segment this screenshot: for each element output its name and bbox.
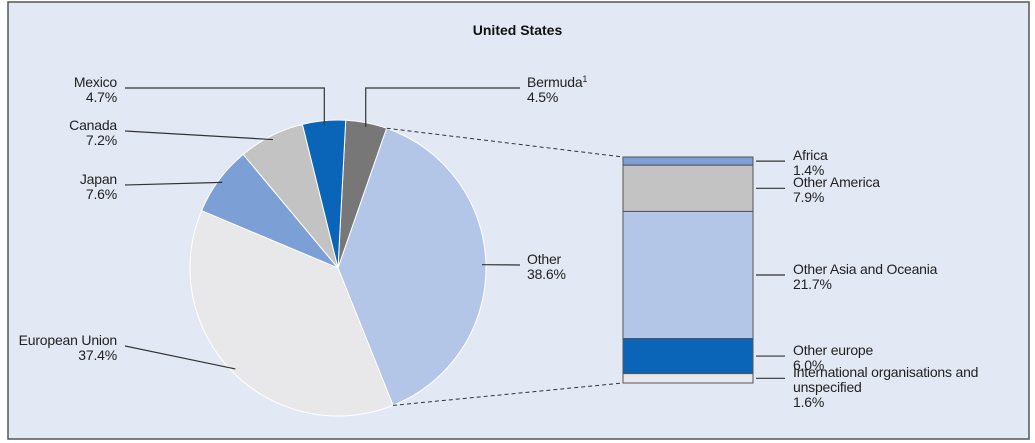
footnote-mark: 1: [582, 74, 588, 84]
data-label: Canada 7.2%: [69, 118, 117, 148]
value-label: 4.5%: [527, 89, 559, 105]
connector: [393, 382, 624, 406]
connector: [386, 127, 624, 158]
category-label: Other europe: [793, 342, 874, 359]
category-label: Canada: [69, 117, 117, 133]
data-label: European Union 37.4%: [18, 332, 118, 363]
data-label: Other 38.6%: [527, 252, 566, 282]
data-label: Other europe 6.0%: [793, 343, 998, 373]
category-label: Africa: [793, 147, 828, 164]
value-label: 4.7%: [85, 89, 117, 105]
value-label: 37.4%: [78, 347, 117, 363]
value-label: 7.6%: [85, 186, 117, 202]
data-label: Japan 7.6%: [80, 172, 117, 202]
category-label: Bermuda: [527, 74, 583, 90]
category-label: Japan: [79, 171, 117, 187]
pie-slice: [189, 209, 394, 417]
data-label: International organisations and unspecif…: [793, 365, 998, 410]
value-label: 7.9%: [793, 189, 825, 206]
chart-frame: [7, 1, 1030, 440]
bar-segment: [622, 373, 754, 384]
bar-segment: [622, 164, 754, 212]
value-label: 6.0%: [793, 357, 825, 374]
data-label: Mexico 4.7%: [74, 75, 117, 105]
leader-line: [124, 130, 273, 141]
leader-line: [124, 345, 236, 370]
category-label: Other: [527, 251, 562, 267]
bar-segment: [622, 338, 754, 375]
data-label: Bermuda1 4.5%: [527, 75, 587, 105]
leader-line: [124, 181, 223, 186]
value-label: 7.2%: [85, 132, 117, 148]
leader-line: [125, 87, 325, 125]
data-label: Other Asia and Oceania 21.7%: [793, 260, 998, 292]
category-label: International organisations and unspecif…: [793, 364, 979, 396]
bar-segment: [622, 156, 754, 166]
category-label: Other America: [793, 174, 880, 191]
data-label: Other America 7.9%: [793, 175, 998, 205]
bar-segment: [622, 210, 754, 340]
value-label: 21.7%: [793, 275, 832, 292]
category-label: Mexico: [73, 74, 117, 90]
value-label: 1.4%: [793, 162, 825, 179]
value-label: 38.6%: [527, 266, 566, 282]
chart-title: United States: [472, 22, 563, 38]
value-label: 1.6%: [793, 394, 825, 411]
category-label: European Union: [18, 332, 118, 348]
data-label: Africa 1.4%: [793, 148, 998, 178]
leader-line: [365, 87, 520, 127]
category-label: Other Asia and Oceania: [793, 260, 938, 277]
